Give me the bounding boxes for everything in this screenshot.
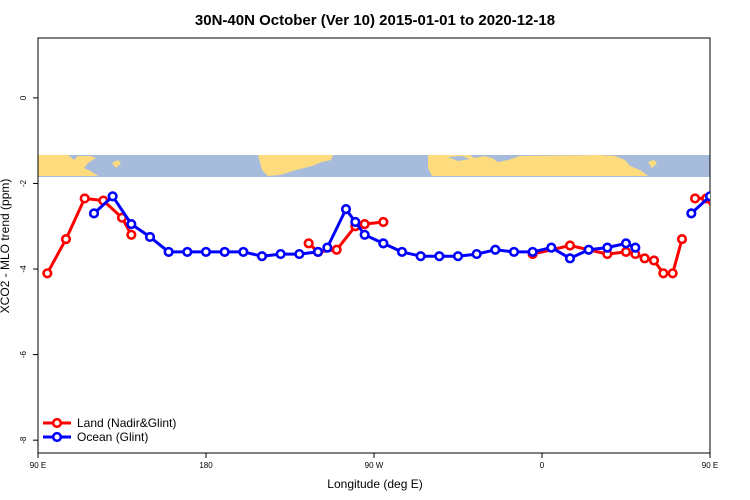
series-line (695, 196, 710, 207)
data-point (689, 193, 701, 204)
data-point (42, 268, 53, 279)
data-point (639, 253, 650, 264)
data-point (658, 268, 669, 279)
legend: Land (Nadir&Glint)Ocean (Glint) (43, 416, 176, 444)
data-point (508, 246, 520, 258)
data-point (163, 246, 174, 258)
data-point (620, 238, 632, 249)
data-point (238, 246, 249, 258)
series-layer (42, 191, 710, 279)
data-point (620, 246, 632, 258)
data-point (602, 242, 613, 253)
data-point (378, 238, 389, 249)
land-japan-right (648, 160, 657, 168)
world-map-band (38, 155, 710, 177)
y-tick-label: -2 (19, 179, 28, 187)
land-japan (112, 160, 121, 168)
data-point (452, 251, 464, 262)
legend-marker (51, 431, 63, 443)
data-point (107, 191, 118, 202)
land-mediterranean-water (448, 156, 470, 161)
data-point (60, 233, 72, 245)
data-point (303, 238, 314, 249)
x-tick-label: 90 W (365, 461, 384, 470)
data-point (322, 242, 333, 253)
chart-title: 30N-40N October (Ver 10) 2015-01-01 to 2… (195, 12, 555, 29)
data-point (294, 248, 305, 260)
data-point (331, 244, 342, 255)
data-point (79, 193, 90, 204)
data-point (630, 242, 641, 253)
data-point (200, 246, 212, 258)
data-point (667, 268, 678, 279)
data-point (88, 208, 100, 219)
x-tick-label: 90 E (702, 461, 718, 470)
data-point (219, 246, 230, 258)
land-asia (38, 155, 98, 176)
x-axis: 90 E 180 90 W 0 90 E (30, 453, 718, 470)
land-north-america (258, 155, 333, 176)
y-axis: 0 -2 -4 -6 -8 (19, 95, 38, 444)
data-point (471, 248, 482, 260)
data-point (583, 244, 594, 255)
data-point (434, 251, 445, 262)
x-tick-label: 180 (199, 461, 213, 470)
data-point (490, 244, 501, 255)
data-point (256, 251, 268, 262)
data-point (340, 204, 352, 215)
data-point (359, 219, 370, 230)
data-point (564, 253, 576, 264)
data-point (359, 229, 370, 240)
y-tick-label: -6 (19, 350, 28, 358)
data-point (527, 246, 538, 258)
data-point (686, 208, 697, 219)
data-point (415, 251, 426, 262)
series-ocean (88, 191, 710, 264)
data-point (546, 242, 557, 253)
data-point (396, 246, 408, 258)
data-point (312, 246, 324, 258)
data-point (275, 248, 286, 260)
x-tick-label: 90 E (30, 461, 46, 470)
legend-label: Ocean (Glint) (77, 430, 148, 444)
data-point (648, 255, 660, 266)
x-tick-label: 0 (540, 461, 545, 470)
legend-label: Land (Nadir&Glint) (77, 416, 176, 430)
y-axis-label: XCO2 - MLO trend (ppm) (0, 179, 12, 314)
data-point (144, 231, 156, 243)
data-point (126, 219, 137, 230)
data-point (564, 240, 576, 251)
data-point (378, 216, 389, 228)
legend-marker (51, 417, 63, 429)
y-tick-label: 0 (19, 95, 28, 100)
data-point (182, 246, 193, 258)
land-north-africa-europe (428, 155, 648, 176)
y-tick-label: -8 (19, 436, 28, 444)
data-point (676, 233, 688, 245)
y-tick-label: -4 (19, 265, 28, 273)
data-point (704, 191, 710, 202)
data-point (350, 216, 361, 228)
data-point (126, 229, 137, 240)
x-axis-label: Longitude (deg E) (327, 477, 422, 491)
